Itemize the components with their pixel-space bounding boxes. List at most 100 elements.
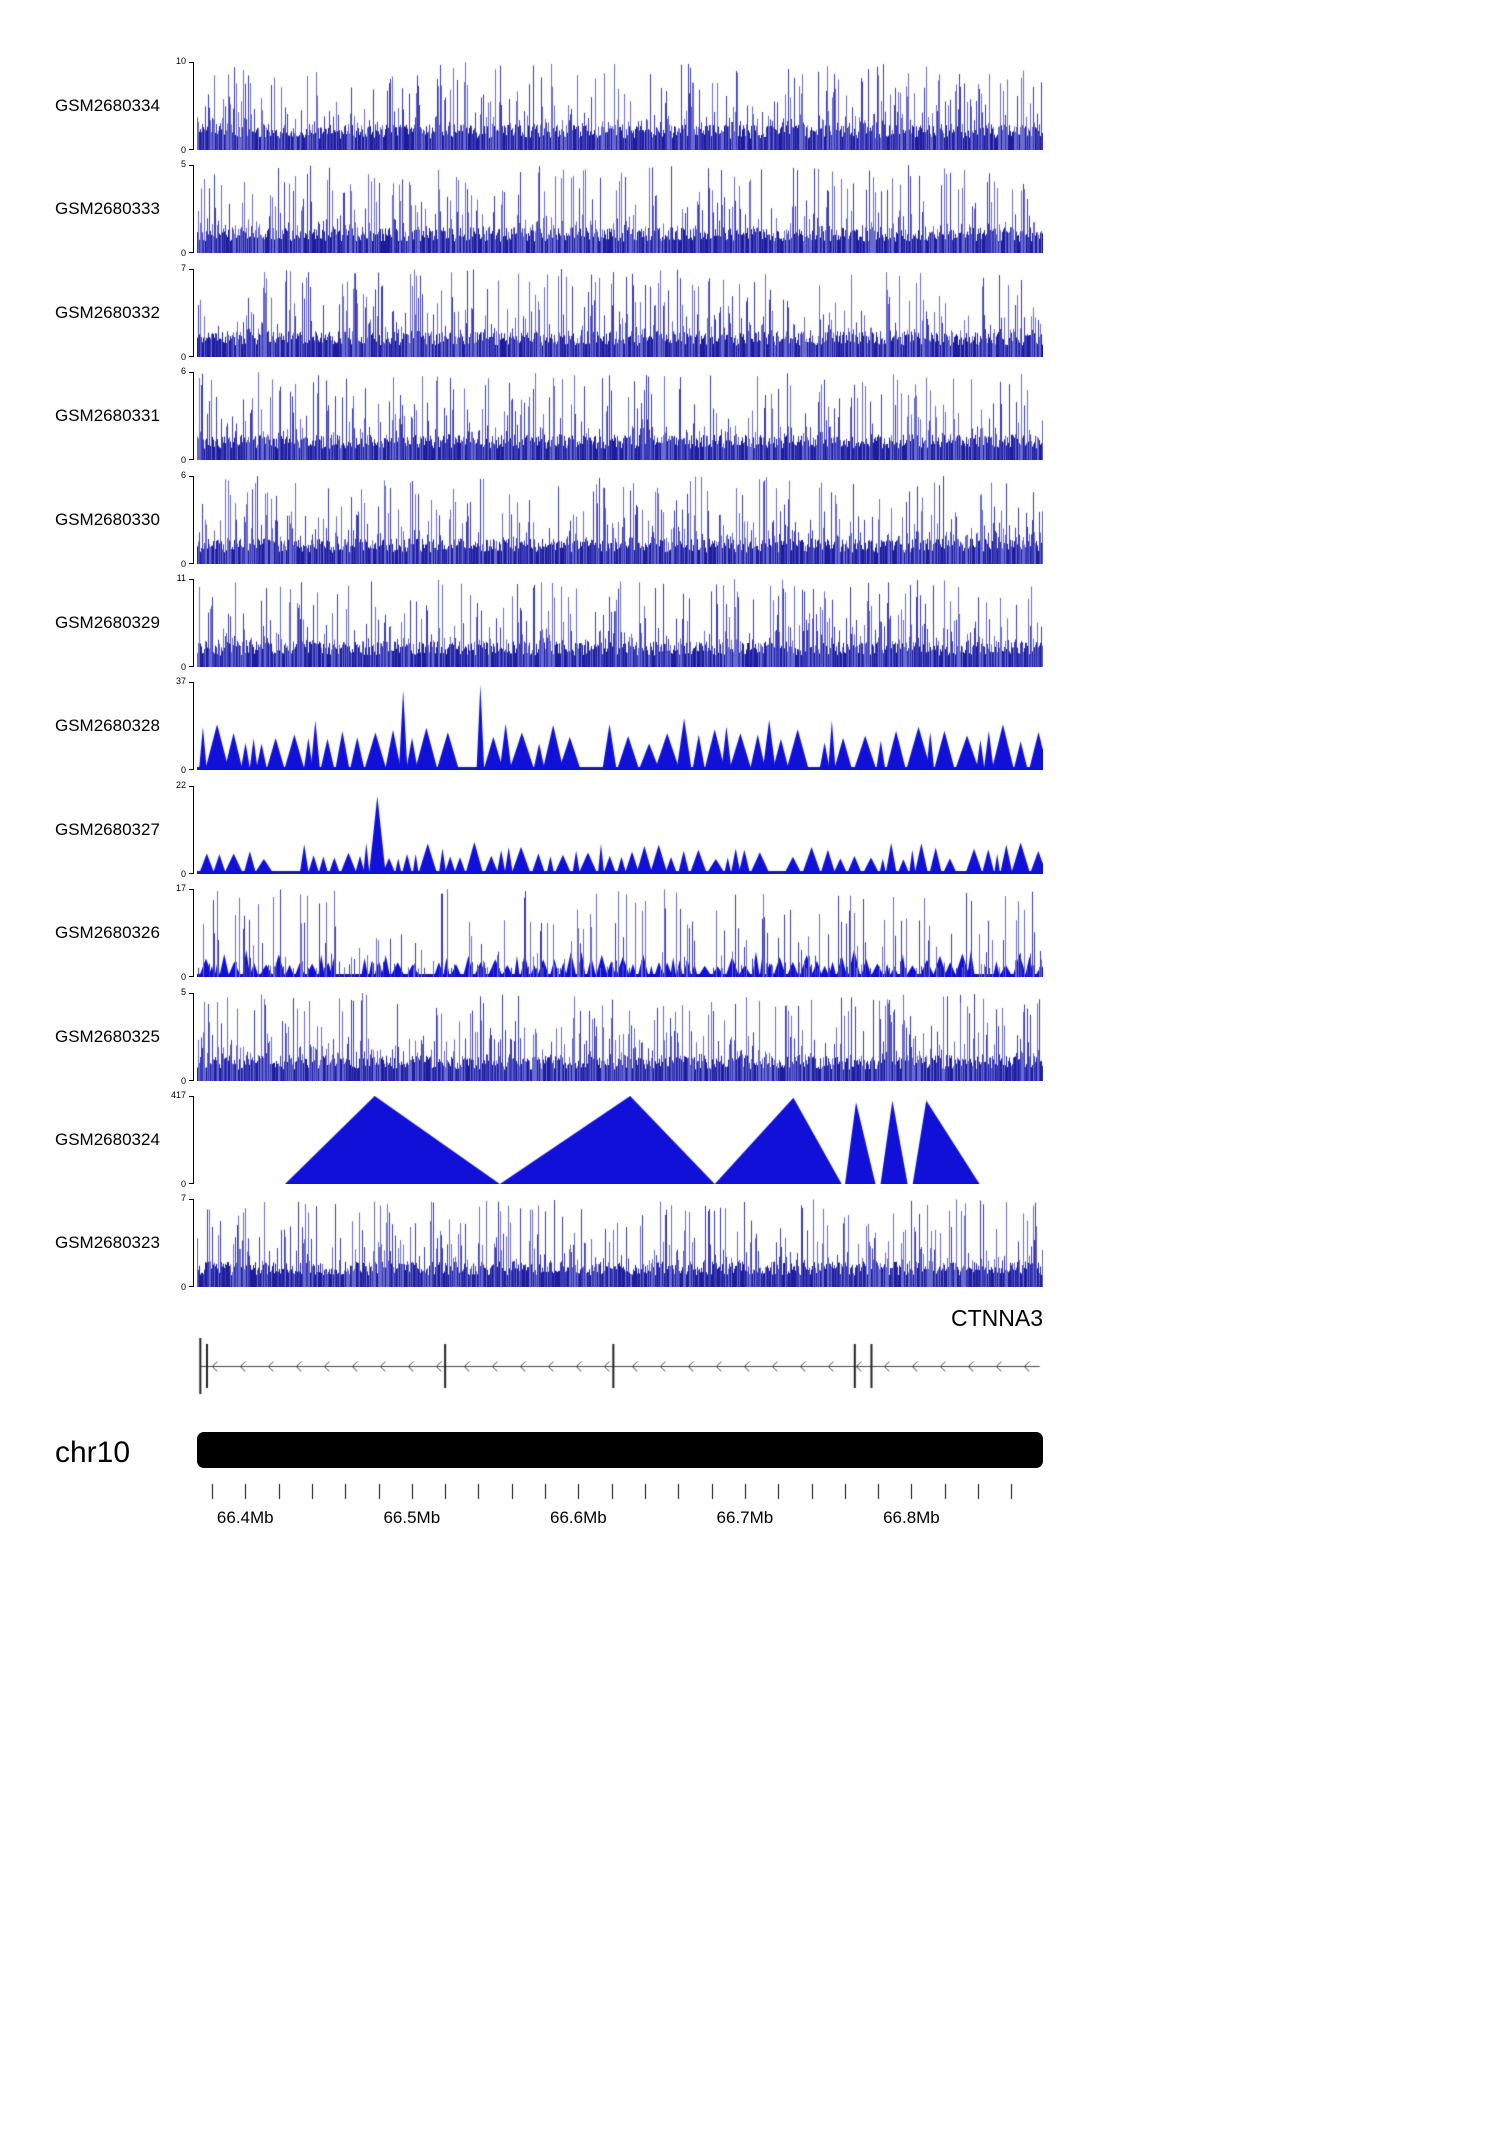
coverage-track-row: GSM2680323 7 0	[0, 1193, 1100, 1292]
y-axis-line	[193, 1199, 198, 1287]
y-axis-zero-label: 0	[180, 559, 186, 569]
y-axis-max-label: 11	[176, 573, 186, 583]
track-label: GSM2680330	[55, 510, 160, 529]
gene-model-track	[195, 1336, 1045, 1400]
y-axis-line	[193, 993, 198, 1081]
y-axis-max-label: 37	[175, 676, 186, 686]
coverage-signal-canvas	[197, 476, 1043, 564]
y-axis-tick	[189, 976, 194, 977]
coverage-track-row: GSM2680331 6 0	[0, 366, 1100, 465]
y-axis-zero-label: 0	[180, 248, 186, 258]
y-axis-line	[193, 889, 198, 977]
chromosome-ideogram	[197, 1432, 1043, 1468]
track-label: GSM2680331	[55, 406, 160, 425]
coverage-signal-canvas	[197, 1199, 1043, 1287]
coverage-track-row: GSM2680328 37 0	[0, 676, 1100, 775]
coverage-signal-canvas	[197, 993, 1043, 1081]
y-axis-max-label: 22	[175, 780, 186, 790]
y-axis-tick	[189, 372, 194, 373]
coverage-track-row: GSM2680324 417 0	[0, 1090, 1100, 1189]
y-axis-tick	[189, 993, 194, 994]
y-axis-tick	[189, 252, 194, 253]
axis-tick-label: 66.4Mb	[216, 1508, 274, 1527]
coverage-track-row: GSM2680333 5 0	[0, 159, 1100, 258]
coverage-signal-canvas	[197, 889, 1043, 977]
coverage-signal-canvas	[197, 372, 1043, 460]
y-axis-max-label: 5	[180, 987, 186, 997]
y-axis-max-label: 17	[175, 883, 186, 893]
y-axis-tick	[189, 62, 194, 63]
y-axis-line	[193, 372, 198, 460]
y-axis-zero-label: 0	[180, 352, 186, 362]
y-axis-line	[193, 269, 198, 357]
track-label: GSM2680324	[55, 1130, 160, 1149]
y-axis-tick	[189, 356, 194, 357]
y-axis-tick	[189, 769, 194, 770]
y-axis-line	[193, 165, 198, 253]
coverage-track-row: GSM2680327 22 0	[0, 780, 1100, 879]
y-axis-tick	[189, 563, 194, 564]
y-axis-tick	[189, 1199, 194, 1200]
y-axis-tick	[189, 1286, 194, 1287]
track-label: GSM2680334	[55, 96, 160, 115]
y-axis-zero-label: 0	[180, 1179, 186, 1189]
coverage-signal-canvas	[197, 786, 1043, 874]
track-label: GSM2680325	[55, 1027, 160, 1046]
axis-tick-label: 66.6Mb	[550, 1508, 607, 1527]
y-axis-zero-label: 0	[180, 869, 186, 879]
y-axis-tick	[189, 682, 194, 683]
coverage-track-row: GSM2680332 7 0	[0, 263, 1100, 362]
y-axis-line	[193, 62, 198, 150]
y-axis-tick	[189, 165, 194, 166]
y-axis-tick	[189, 1183, 194, 1184]
coverage-track-row: GSM2680329 11 0	[0, 573, 1100, 672]
track-label: GSM2680328	[55, 716, 160, 735]
y-axis-line	[193, 1096, 198, 1184]
track-label: GSM2680323	[55, 1233, 160, 1252]
y-axis-zero-label: 0	[180, 662, 186, 672]
y-axis-max-label: 7	[180, 263, 186, 273]
y-axis-max-label: 6	[180, 470, 186, 480]
coverage-track-row: GSM2680334 10 0	[0, 56, 1100, 155]
track-label: GSM2680332	[55, 303, 160, 322]
y-axis-line	[193, 579, 198, 667]
y-axis-max-label: 417	[170, 1090, 186, 1100]
track-label: GSM2680329	[55, 613, 160, 632]
y-axis-tick	[189, 579, 194, 580]
track-label: GSM2680327	[55, 820, 160, 839]
y-axis-max-label: 7	[180, 1193, 186, 1203]
coverage-track-row: GSM2680330 6 0	[0, 470, 1100, 569]
track-label: GSM2680326	[55, 923, 160, 942]
y-axis-tick	[189, 889, 194, 890]
y-axis-tick	[189, 1080, 194, 1081]
gene-name-label: CTNNA3	[950, 1305, 1043, 1331]
coverage-track-row: GSM2680326 17 0	[0, 883, 1100, 982]
coverage-signal-canvas	[197, 682, 1043, 770]
coverage-signal-canvas	[197, 1096, 1043, 1184]
y-axis-zero-label: 0	[180, 455, 186, 465]
y-axis-zero-label: 0	[180, 765, 186, 775]
coverage-track-row: GSM2680325 5 0	[0, 987, 1100, 1086]
y-axis-tick	[189, 476, 194, 477]
y-axis-tick	[189, 1096, 194, 1097]
y-axis-zero-label: 0	[180, 1076, 186, 1086]
y-axis-zero-label: 0	[180, 972, 186, 982]
chromosome-label: chr10	[55, 1436, 131, 1469]
coverage-signal-canvas	[197, 269, 1043, 357]
axis-tick-label: 66.7Mb	[716, 1508, 774, 1527]
y-axis-line	[193, 682, 198, 770]
y-axis-tick	[189, 269, 194, 270]
y-axis-max-label: 5	[180, 159, 186, 169]
y-axis-tick	[189, 786, 194, 787]
y-axis-line	[193, 786, 198, 874]
genome-axis-ticks	[197, 1482, 1043, 1504]
axis-tick-label: 66.5Mb	[383, 1508, 441, 1527]
coverage-signal-canvas	[197, 62, 1043, 150]
coverage-signal-canvas	[197, 165, 1043, 253]
y-axis-zero-label: 0	[180, 145, 186, 155]
y-axis-max-label: 6	[180, 366, 186, 376]
y-axis-tick	[189, 149, 194, 150]
y-axis-tick	[189, 459, 194, 460]
coverage-signal-canvas	[197, 579, 1043, 667]
